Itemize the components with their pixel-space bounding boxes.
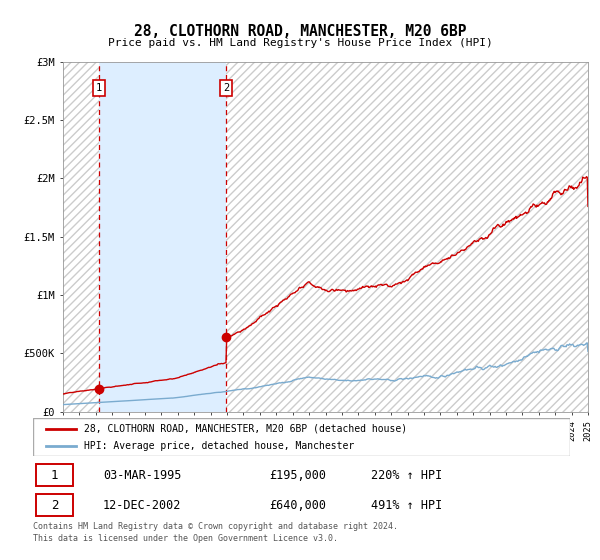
FancyBboxPatch shape xyxy=(35,494,73,516)
FancyBboxPatch shape xyxy=(33,418,570,456)
Text: Price paid vs. HM Land Registry's House Price Index (HPI): Price paid vs. HM Land Registry's House … xyxy=(107,38,493,48)
Text: Contains HM Land Registry data © Crown copyright and database right 2024.: Contains HM Land Registry data © Crown c… xyxy=(33,522,398,531)
Text: 2: 2 xyxy=(223,83,229,93)
Bar xyxy=(226,62,588,412)
Text: 491% ↑ HPI: 491% ↑ HPI xyxy=(371,498,443,512)
Text: £195,000: £195,000 xyxy=(269,469,326,482)
Text: This data is licensed under the Open Government Licence v3.0.: This data is licensed under the Open Gov… xyxy=(33,534,338,543)
FancyBboxPatch shape xyxy=(35,464,73,486)
Text: 03-MAR-1995: 03-MAR-1995 xyxy=(103,469,181,482)
Bar xyxy=(63,62,98,412)
Text: 12-DEC-2002: 12-DEC-2002 xyxy=(103,498,181,512)
Bar xyxy=(98,62,226,412)
Text: HPI: Average price, detached house, Manchester: HPI: Average price, detached house, Manc… xyxy=(84,441,354,451)
Text: 28, CLOTHORN ROAD, MANCHESTER, M20 6BP (detached house): 28, CLOTHORN ROAD, MANCHESTER, M20 6BP (… xyxy=(84,423,407,433)
Text: £640,000: £640,000 xyxy=(269,498,326,512)
Text: 1: 1 xyxy=(51,469,58,482)
Text: 2: 2 xyxy=(51,498,58,512)
Text: 220% ↑ HPI: 220% ↑ HPI xyxy=(371,469,443,482)
Text: 1: 1 xyxy=(95,83,102,93)
Text: 28, CLOTHORN ROAD, MANCHESTER, M20 6BP: 28, CLOTHORN ROAD, MANCHESTER, M20 6BP xyxy=(134,24,466,39)
